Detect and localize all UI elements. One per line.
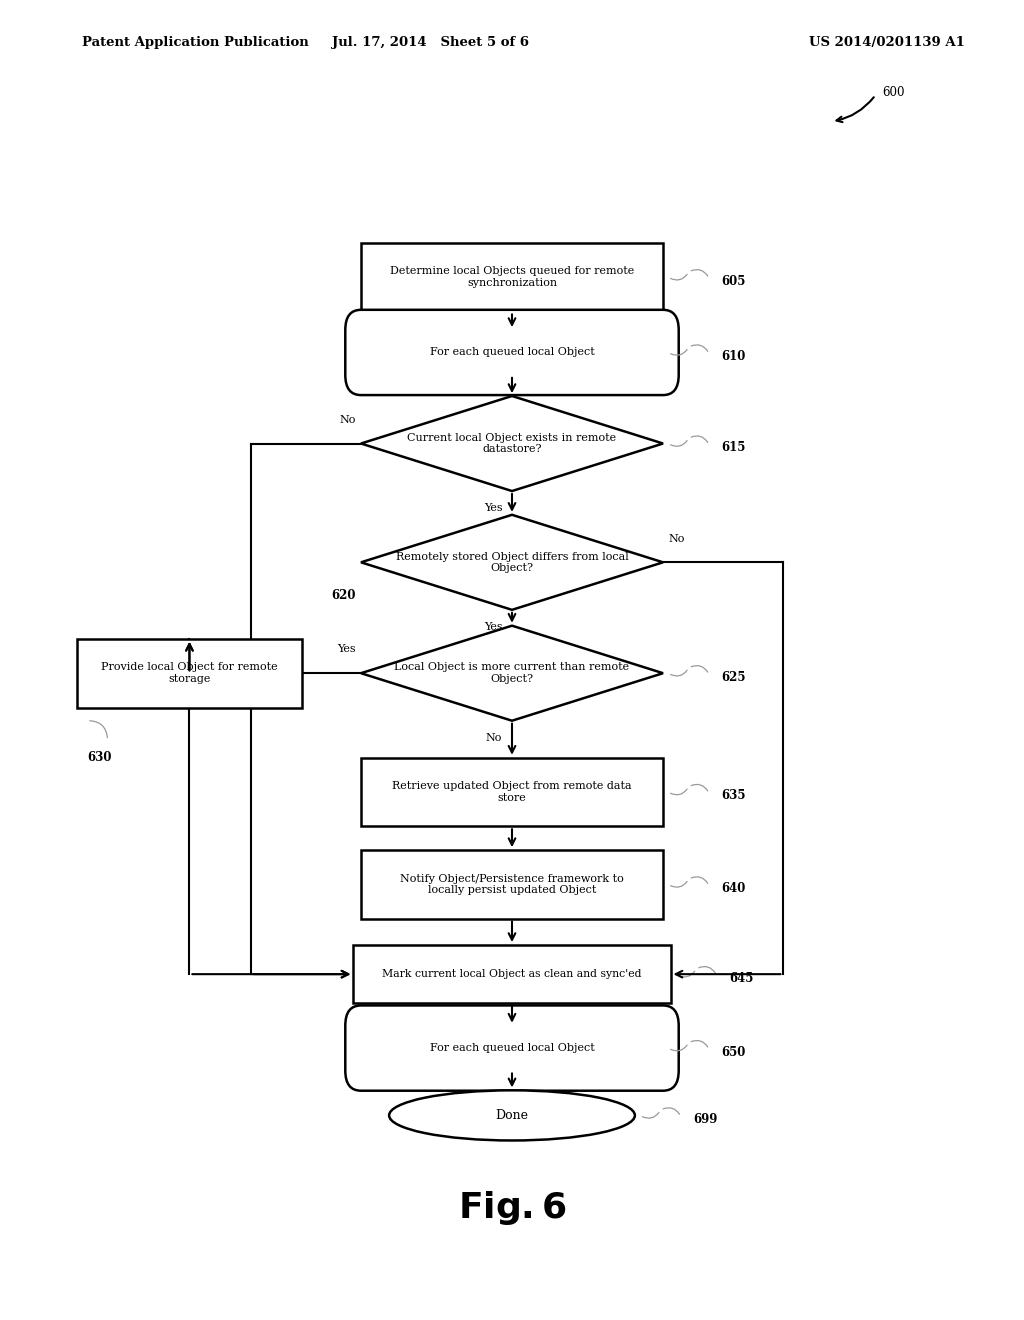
Text: 635: 635	[721, 789, 745, 803]
Text: 620: 620	[332, 589, 356, 602]
Text: Local Object is more current than remote
Object?: Local Object is more current than remote…	[394, 663, 630, 684]
Text: 600: 600	[883, 86, 905, 99]
Text: Patent Application Publication: Patent Application Publication	[82, 36, 308, 49]
Text: 645: 645	[729, 972, 754, 985]
Text: No: No	[668, 533, 684, 544]
Text: Notify Object/Persistence framework to
locally persist updated Object: Notify Object/Persistence framework to l…	[400, 874, 624, 895]
Text: 615: 615	[721, 441, 745, 454]
FancyBboxPatch shape	[361, 850, 664, 919]
FancyBboxPatch shape	[77, 639, 302, 708]
Text: 605: 605	[721, 275, 745, 288]
Text: No: No	[340, 414, 356, 425]
FancyBboxPatch shape	[353, 945, 671, 1003]
Text: 610: 610	[721, 350, 745, 363]
Polygon shape	[361, 396, 664, 491]
Text: Mark current local Object as clean and sync'ed: Mark current local Object as clean and s…	[382, 969, 642, 979]
Text: Retrieve updated Object from remote data
store: Retrieve updated Object from remote data…	[392, 781, 632, 803]
Text: US 2014/0201139 A1: US 2014/0201139 A1	[809, 36, 965, 49]
Text: 650: 650	[721, 1045, 745, 1059]
Text: Yes: Yes	[484, 503, 503, 513]
FancyBboxPatch shape	[361, 758, 664, 826]
Polygon shape	[361, 515, 664, 610]
Text: Provide local Object for remote
storage: Provide local Object for remote storage	[101, 663, 278, 684]
Text: 640: 640	[721, 882, 745, 895]
Text: For each queued local Object: For each queued local Object	[430, 1043, 594, 1053]
Text: Current local Object exists in remote
datastore?: Current local Object exists in remote da…	[408, 433, 616, 454]
Text: For each queued local Object: For each queued local Object	[430, 347, 594, 358]
Text: Yes: Yes	[337, 644, 356, 655]
Text: 625: 625	[721, 671, 745, 684]
Text: Remotely stored Object differs from local
Object?: Remotely stored Object differs from loca…	[395, 552, 629, 573]
FancyBboxPatch shape	[361, 243, 664, 312]
Text: 699: 699	[693, 1113, 718, 1126]
FancyBboxPatch shape	[345, 1006, 679, 1090]
Text: 630: 630	[87, 751, 112, 764]
Text: Determine local Objects queued for remote
synchronization: Determine local Objects queued for remot…	[390, 267, 634, 288]
Text: Yes: Yes	[484, 622, 503, 632]
Text: Done: Done	[496, 1109, 528, 1122]
Text: No: No	[485, 733, 502, 743]
Polygon shape	[361, 626, 664, 721]
Text: Jul. 17, 2014   Sheet 5 of 6: Jul. 17, 2014 Sheet 5 of 6	[332, 36, 528, 49]
Text: $\mathbf{Fig.6}$: $\mathbf{Fig.6}$	[458, 1189, 566, 1226]
FancyBboxPatch shape	[345, 310, 679, 395]
Ellipse shape	[389, 1090, 635, 1140]
